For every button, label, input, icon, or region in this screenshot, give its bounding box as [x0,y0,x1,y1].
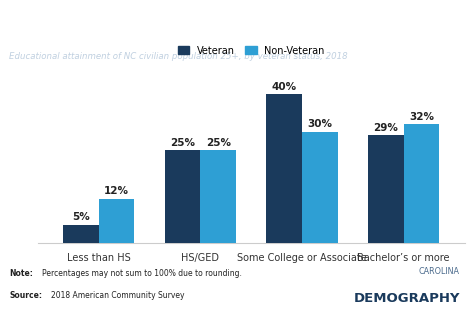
Text: 12%: 12% [104,186,129,196]
Text: CAROLINA: CAROLINA [419,267,460,276]
Text: Percentages may not sum to 100% due to rounding.: Percentages may not sum to 100% due to r… [42,269,242,278]
Text: Note:: Note: [9,269,33,278]
Bar [302,132,337,243]
Text: Source:: Source: [9,291,43,300]
Text: 29%: 29% [374,123,398,133]
Bar [64,225,99,243]
Bar [201,150,236,243]
Text: Educational attainment of NC civilian population 25+, by veteran status, 2018: Educational attainment of NC civilian po… [9,52,348,61]
Text: 32%: 32% [409,112,434,122]
Bar [266,94,302,243]
Text: 25%: 25% [170,138,195,148]
Bar [165,150,201,243]
Text: 40%: 40% [272,82,297,92]
Text: 30%: 30% [307,119,332,129]
Text: 25%: 25% [206,138,231,148]
Text: NC veterans more likely to have some postsecondary, associate degree: NC veterans more likely to have some pos… [9,17,474,30]
Legend: Veteran, Non-Veteran: Veteran, Non-Veteran [176,44,327,58]
Text: DEMOGRAPHY: DEMOGRAPHY [353,292,460,305]
Bar [99,199,135,243]
Text: 5%: 5% [72,212,90,222]
Text: 2018 American Community Survey: 2018 American Community Survey [51,291,185,300]
Bar [368,135,403,243]
Bar [403,124,439,243]
